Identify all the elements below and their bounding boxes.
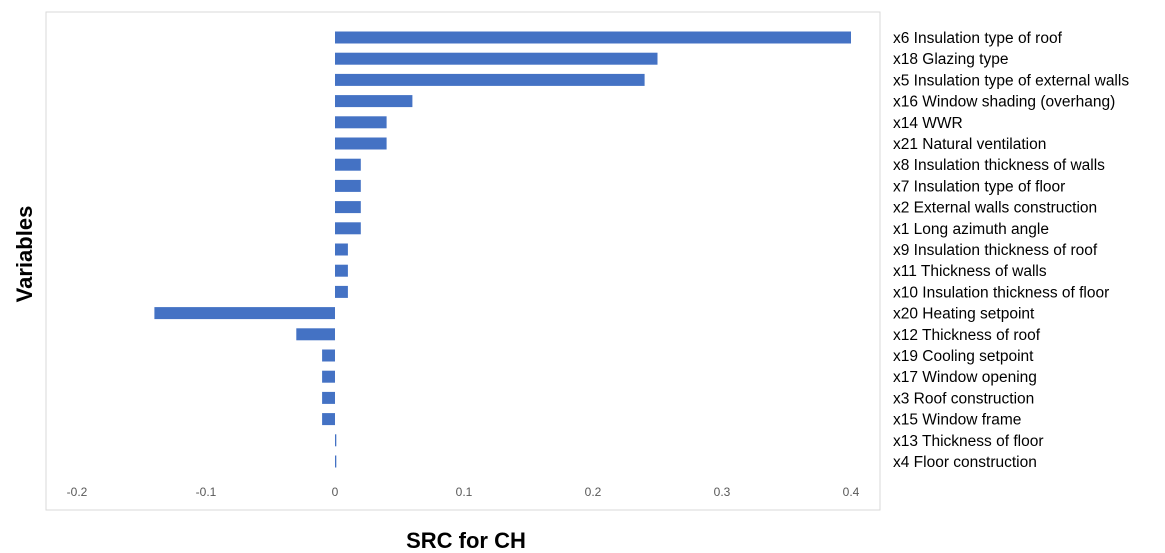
category-label: x2 External walls construction [893,200,1097,217]
bar [296,328,335,341]
bar [335,137,387,150]
x-axis-title: SRC for CH [406,528,526,553]
category-label: x8 Insulation thickness of walls [893,157,1105,174]
bar [335,455,337,468]
category-label: x20 Heating setpoint [893,306,1035,323]
category-label: x5 Insulation type of external walls [893,72,1129,89]
category-label: x16 Window shading (overhang) [893,94,1115,111]
category-label: x1 Long azimuth angle [893,221,1049,238]
bar [335,116,387,129]
x-tick-label: -0.2 [67,485,88,499]
bar [335,222,361,235]
plot-area-border [45,11,881,511]
bar [322,391,335,404]
x-tick-label: 0 [332,485,339,499]
category-label-group: x6 Insulation type of roof x18 Glazing ty… [893,30,1129,471]
x-tick-label: 0.2 [585,485,602,499]
bar [335,243,348,256]
bar [154,307,335,320]
bar [335,285,348,298]
x-tick-label: 0.4 [843,485,860,499]
x-tick-label: 0.1 [456,485,473,499]
category-label: x7 Insulation type of floor [893,178,1065,195]
x-tick-label: 0.3 [714,485,731,499]
y-axis-title: Variables [12,206,37,303]
category-label: x14 WWR [893,115,963,132]
x-tick-label: -0.1 [196,485,217,499]
category-label: x10 Insulation thickness of floor [893,284,1109,301]
category-label: x13 Thickness of floor [893,433,1043,450]
category-label: x12 Thickness of roof [893,327,1041,344]
category-label: x17 Window opening [893,369,1037,386]
category-label: x6 Insulation type of roof [893,30,1063,47]
bar-group [154,31,851,468]
bar [322,370,335,383]
bar [335,52,658,65]
bar [335,264,348,277]
category-label: x18 Glazing type [893,51,1008,68]
bar [335,31,851,44]
bar [322,413,335,426]
bar [322,349,335,362]
bar [335,434,337,447]
bar [335,179,361,192]
category-label: x3 Roof construction [893,390,1034,407]
category-label: x11 Thickness of walls [893,263,1047,280]
bar [335,201,361,214]
category-label: x9 Insulation thickness of roof [893,242,1098,259]
bar [335,73,645,86]
bar [335,158,361,171]
category-label: x21 Natural ventilation [893,136,1046,153]
category-label: x19 Cooling setpoint [893,348,1034,365]
bar [335,95,413,108]
category-label: x4 Floor construction [893,454,1037,471]
category-label: x15 Window frame [893,412,1021,429]
tick-label-group: -0.2 -0.1 0 0.1 0.2 0.3 0.4 [67,485,860,499]
